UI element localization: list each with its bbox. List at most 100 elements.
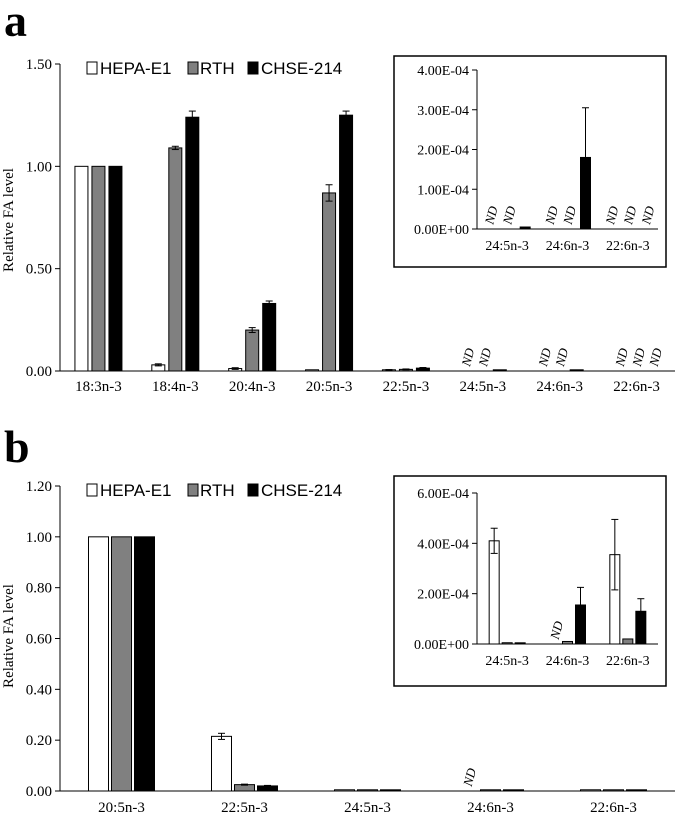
a-bar-hepa-e1-24-5n-3-nd-label: ND bbox=[458, 346, 478, 369]
b-bar-chse-214-22-6n-3 bbox=[626, 789, 647, 792]
a-category-label-20-5n-3: 20:5n-3 bbox=[306, 379, 353, 395]
a-inset-category-label-22-6n-3: 22:6n-3 bbox=[606, 239, 650, 254]
a-inset-ytick-label-4-00e-04: 4.00E-04 bbox=[417, 64, 469, 79]
b-category-label-24-5n-3: 24:5n-3 bbox=[344, 800, 391, 816]
a-bar-chse-214-18-3n-3 bbox=[108, 165, 123, 372]
a-ytick-label-1-50: 1.50 bbox=[26, 57, 52, 73]
a-inset-ytick-label-0-00e-00: 0.00E+00 bbox=[414, 223, 469, 238]
legend-swatch-hepa-b bbox=[86, 483, 98, 497]
a-inset-bar-chse-214-22-6n-3-nd-label: ND bbox=[638, 204, 658, 227]
a-bar-hepa-e1-18-3n-3 bbox=[74, 165, 89, 372]
a-inset-bar-rth-24-5n-3-nd-label: ND bbox=[499, 204, 519, 227]
b-inset-category-label-22-6n-3: 22:6n-3 bbox=[606, 654, 650, 669]
a-bar-rth-18-4n-3 bbox=[168, 147, 183, 372]
b-category-label-20-5n-3: 20:5n-3 bbox=[98, 800, 145, 816]
b-inset-category-label-24-6n-3: 24:6n-3 bbox=[546, 654, 590, 669]
panel-b: b Relative FA level 0.00 0.20 0.40 0.60 0.80… bbox=[1, 421, 675, 816]
legend-label-chse-b: CHSE-214 bbox=[261, 481, 342, 500]
main-chart-a: 0.00 0.50 1.00 1.50 18:3n-3 18:4n-3 20:4n-3 20:… bbox=[26, 57, 675, 395]
a-category-label-24-5n-3: 24:5n-3 bbox=[459, 379, 506, 395]
b-ytick-label-1-00: 1.00 bbox=[26, 530, 52, 546]
b-bar-rth-24-6n-3 bbox=[480, 789, 501, 792]
b-bar-rth-20-5n-3 bbox=[111, 536, 132, 792]
a-inset-ytick-label-1-00e-04: 1.00E-04 bbox=[417, 183, 469, 198]
panel-letter-b: b bbox=[4, 421, 30, 472]
a-inset-bar-hepa-e1-24-6n-3-nd-label: ND bbox=[542, 204, 562, 227]
a-bar-rth-20-5n-3 bbox=[322, 192, 337, 372]
a-bar-hepa-e1-20-5n-3 bbox=[305, 369, 320, 372]
b-inset-bar-hepa-e1-24-5n-3 bbox=[488, 540, 500, 645]
a-category-label-24-6n-3: 24:6n-3 bbox=[536, 379, 583, 395]
legend-swatch-hepa-a bbox=[86, 61, 98, 75]
a-category-label-22-6n-3: 22:6n-3 bbox=[613, 379, 660, 395]
a-bar-hepa-e1-24-6n-3-nd-label: ND bbox=[535, 346, 555, 369]
legend-label-rth-a: RTH bbox=[200, 59, 235, 78]
a-bar-rth-18-3n-3 bbox=[91, 165, 106, 372]
legend-label-rth-b: RTH bbox=[200, 481, 235, 500]
inset-chart-b: 0.00E+00 2.00E-04 4.00E-04 6.00E-04 24:5n-3 2… bbox=[414, 487, 658, 669]
legend-swatch-chse-b bbox=[247, 483, 259, 497]
a-bar-chse-214-20-5n-3 bbox=[339, 114, 354, 372]
b-ytick-label-1-20: 1.20 bbox=[26, 479, 52, 495]
b-inset-bar-rth-24-5n-3 bbox=[501, 642, 513, 645]
legend-label-hepa-b: HEPA-E1 bbox=[100, 481, 172, 500]
b-bar-chse-214-20-5n-3 bbox=[134, 536, 155, 792]
legend-b: HEPA-E1 RTH CHSE-214 bbox=[86, 481, 342, 500]
inset-chart-a: 0.00E+00 1.00E-04 2.00E-04 3.00E-04 4.00E-04… bbox=[414, 64, 658, 254]
b-inset-ytick-label-6-00e-04: 6.00E-04 bbox=[417, 487, 469, 502]
b-inset-bar-chse-214-24-5n-3 bbox=[514, 642, 526, 645]
a-inset-ytick-label-2-00e-04: 2.00E-04 bbox=[417, 144, 469, 159]
a-inset-bar-hepa-e1-24-5n-3-nd-label: ND bbox=[481, 204, 501, 227]
a-inset-bar-rth-22-6n-3-nd-label: ND bbox=[620, 204, 640, 227]
b-inset-ytick-label-0-00e-00: 0.00E+00 bbox=[414, 638, 469, 653]
panel-a: a Relative FA level 0.00 0.50 1.00 1.50 18:3… bbox=[1, 0, 675, 395]
b-ytick-label-0-40: 0.40 bbox=[26, 682, 52, 698]
a-inset-category-label-24-6n-3: 24:6n-3 bbox=[546, 239, 590, 254]
a-inset-bar-rth-24-6n-3-nd-label: ND bbox=[560, 204, 580, 227]
b-bar-hepa-e1-22-6n-3 bbox=[580, 789, 601, 792]
a-bar-rth-24-5n-3-nd-label: ND bbox=[475, 346, 495, 369]
inset-frame-a bbox=[393, 55, 667, 268]
a-bar-chse-214-20-4n-3 bbox=[262, 302, 277, 372]
a-bar-rth-24-6n-3-nd-label: ND bbox=[552, 346, 572, 369]
b-inset-bar-rth-24-6n-3 bbox=[562, 640, 573, 645]
b-category-label-22-5n-3: 22:5n-3 bbox=[221, 800, 268, 816]
b-ytick-label-0-00: 0.00 bbox=[26, 784, 52, 800]
inset-frame-b bbox=[393, 475, 667, 687]
y-axis-label-b: Relative FA level bbox=[1, 584, 17, 688]
a-category-label-18-3n-3: 18:3n-3 bbox=[75, 379, 122, 395]
b-bar-rth-22-6n-3 bbox=[603, 789, 624, 792]
a-bar-rth-20-4n-3 bbox=[245, 329, 260, 372]
b-category-label-24-6n-3: 24:6n-3 bbox=[467, 800, 514, 816]
a-category-label-18-4n-3: 18:4n-3 bbox=[152, 379, 199, 395]
a-inset-category-label-24-5n-3: 24:5n-3 bbox=[485, 239, 529, 254]
legend-swatch-rth-a bbox=[187, 61, 199, 75]
b-inset-category-label-24-5n-3: 24:5n-3 bbox=[485, 654, 529, 669]
b-inset-ytick-label-2-00e-04: 2.00E-04 bbox=[417, 588, 469, 603]
a-inset-bar-chse-214-24-5n-3 bbox=[519, 226, 531, 230]
b-bar-hepa-e1-24-6n-3-nd-label: ND bbox=[460, 766, 480, 789]
main-chart-b: 0.00 0.20 0.40 0.60 0.80 1.00 1.20 20:5n-3 22:5n… bbox=[26, 479, 675, 816]
a-bar-chse-214-18-4n-3 bbox=[185, 116, 200, 372]
b-bar-hepa-e1-22-5n-3 bbox=[211, 735, 232, 792]
a-ytick-label-1-00: 1.00 bbox=[26, 159, 52, 175]
y-axis-label-a: Relative FA level bbox=[1, 168, 17, 272]
a-category-label-22-5n-3: 22:5n-3 bbox=[383, 379, 430, 395]
a-ytick-label-0-00: 0.00 bbox=[26, 364, 52, 380]
b-ytick-label-0-60: 0.60 bbox=[26, 632, 52, 648]
a-bar-chse-214-24-6n-3 bbox=[569, 369, 584, 372]
b-bar-chse-214-24-5n-3 bbox=[380, 789, 401, 792]
b-ytick-label-0-20: 0.20 bbox=[26, 733, 52, 749]
b-inset-bar-rth-22-6n-3 bbox=[622, 638, 634, 645]
legend-label-chse-a: CHSE-214 bbox=[261, 59, 342, 78]
a-category-label-20-4n-3: 20:4n-3 bbox=[229, 379, 276, 395]
legend-label-hepa-a: HEPA-E1 bbox=[100, 59, 172, 78]
legend-swatch-rth-b bbox=[187, 483, 199, 497]
panel-letter-a: a bbox=[4, 0, 27, 46]
b-bar-hepa-e1-24-5n-3 bbox=[334, 789, 355, 792]
a-inset-ytick-label-3-00e-04: 3.00E-04 bbox=[417, 104, 469, 119]
b-inset-bar-hepa-e1-24-6n-3-nd-label: ND bbox=[547, 619, 567, 642]
b-bar-hepa-e1-20-5n-3 bbox=[88, 536, 109, 792]
a-bar-chse-214-24-5n-3 bbox=[492, 369, 507, 372]
a-bar-chse-214-22-6n-3-nd-label: ND bbox=[646, 346, 666, 369]
